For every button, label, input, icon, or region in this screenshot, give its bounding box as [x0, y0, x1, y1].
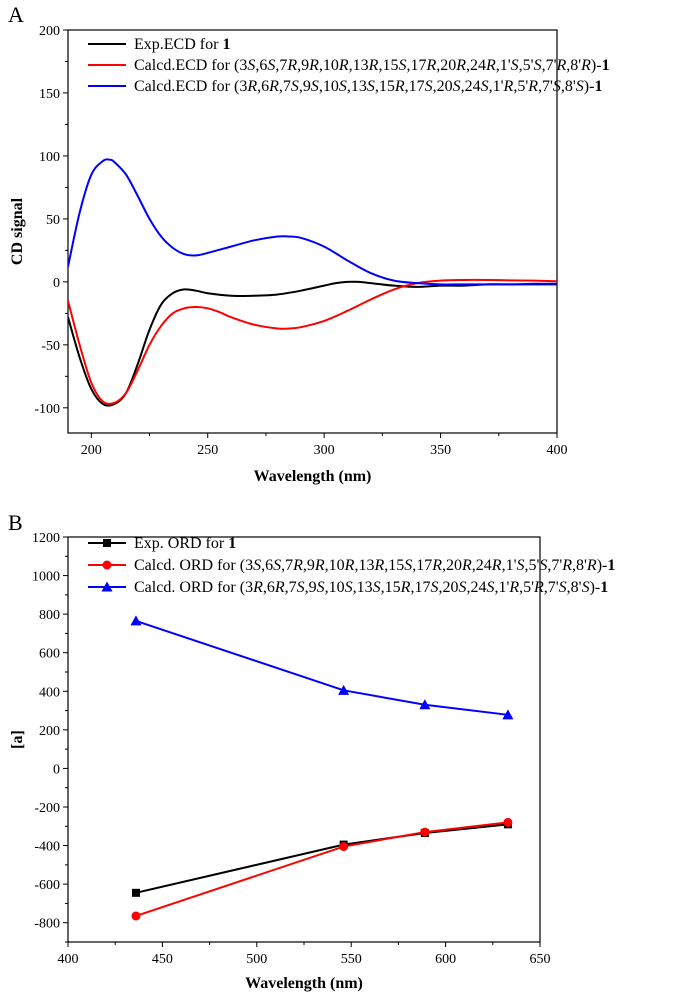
- x-tick-label: 450: [152, 952, 173, 967]
- series-line-1: [68, 280, 557, 407]
- series-1-marker: [131, 888, 140, 897]
- y-axis-label: CD signal: [9, 197, 26, 265]
- y-tick-label: 200: [39, 724, 60, 739]
- series-line-3: [68, 158, 557, 286]
- x-tick-label: 200: [81, 443, 102, 458]
- legend-marker-1: [103, 539, 111, 547]
- panel-label: A: [8, 2, 24, 27]
- legend-marker-2: [102, 560, 112, 570]
- series-line-3: [135, 619, 509, 716]
- y-tick-label: -400: [34, 840, 60, 855]
- y-tick-label: -600: [34, 878, 60, 893]
- y-tick-label: 800: [39, 608, 60, 623]
- x-tick-label: 400: [547, 443, 568, 458]
- x-tick-label: 600: [435, 952, 456, 967]
- y-tick-label: -50: [41, 339, 60, 354]
- x-axis-label: Wavelength (nm): [254, 468, 372, 485]
- plot-frame: [67, 29, 558, 434]
- y-tick-label: 100: [39, 150, 60, 165]
- series-3-marker: [130, 615, 142, 626]
- y-tick-label: 400: [39, 685, 60, 700]
- x-tick-label: 300: [314, 443, 335, 458]
- legend-label-3: Calcd.ECD for (3R,6R,7S,9S,10S,13S,15R,1…: [134, 78, 602, 95]
- series-3-marker: [419, 699, 431, 710]
- series-3-marker: [502, 709, 514, 720]
- y-tick-label: 150: [39, 87, 60, 102]
- plot-area: [68, 158, 557, 407]
- plot-frame: [67, 536, 541, 943]
- ecd-chart: A 200 250 300 350 400 -100 -50 0 50 100 150 200 Wavel…: [8, 2, 610, 485]
- x-tick-label: 550: [341, 952, 362, 967]
- series-3-marker: [338, 684, 350, 695]
- y-tick-label: 200: [39, 24, 60, 39]
- legend-label-2: Calcd.ECD for (3S,6S,7R,9R,10R,13R,15S,1…: [134, 57, 610, 74]
- y-tick-label: 1000: [32, 570, 60, 585]
- legend-label-2: Calcd. ORD for (3S,6S,7R,9R,10R,13R,15S,…: [134, 557, 615, 574]
- y-tick-label: 1200: [32, 531, 60, 546]
- y-tick-label: -200: [34, 801, 60, 816]
- y-axis-label: [a]: [9, 730, 26, 749]
- y-tick-label: 600: [39, 647, 60, 662]
- x-tick-label: 250: [197, 443, 218, 458]
- series-2-marker: [503, 817, 513, 827]
- y-tick-label: 0: [53, 762, 60, 777]
- y-tick-label: 0: [53, 276, 60, 291]
- legend-marker-3: [101, 581, 113, 592]
- series-line-2: [68, 278, 557, 405]
- x-axis-label: Wavelength (nm): [245, 975, 363, 992]
- ord-chart: B 400 450 500 550 600 650 -800 -600 -400 -200 0 200 4…: [8, 510, 615, 992]
- panel-label: B: [8, 510, 23, 535]
- legend-label-1: Exp. ORD for 1: [134, 535, 236, 552]
- legend-label-1: Exp.ECD for 1: [134, 36, 230, 53]
- y-tick-label: -800: [34, 917, 60, 932]
- series-2-marker: [420, 827, 430, 837]
- y-tick-label: -100: [34, 402, 60, 417]
- series-2-marker: [131, 911, 141, 921]
- series-line-2: [135, 821, 509, 917]
- series-line-1: [135, 823, 509, 894]
- plot-area: [135, 619, 509, 917]
- x-tick-label: 650: [530, 952, 551, 967]
- legend-label-3: Calcd. ORD for (3R,6R,7S,9S,10S,13S,15R,…: [134, 579, 608, 596]
- x-tick-label: 400: [58, 952, 79, 967]
- x-tick-label: 500: [246, 952, 267, 967]
- x-tick-label: 350: [430, 443, 451, 458]
- y-tick-label: 50: [46, 213, 60, 228]
- series-2-marker: [339, 842, 349, 852]
